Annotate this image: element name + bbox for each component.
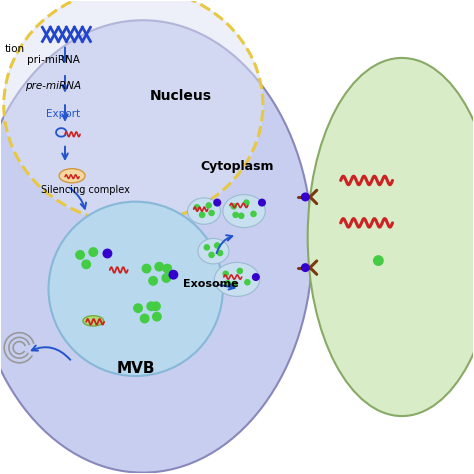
Ellipse shape [214, 263, 260, 296]
Circle shape [152, 302, 160, 310]
Circle shape [244, 200, 249, 205]
Ellipse shape [308, 58, 474, 416]
Circle shape [301, 193, 309, 201]
Circle shape [149, 277, 157, 285]
Text: Silencing complex: Silencing complex [41, 185, 130, 195]
Circle shape [232, 282, 237, 287]
Text: pri-miRNA: pri-miRNA [27, 55, 80, 65]
Ellipse shape [83, 316, 104, 326]
Circle shape [142, 264, 151, 273]
Circle shape [301, 264, 309, 272]
Circle shape [48, 201, 223, 376]
Circle shape [194, 205, 200, 210]
Circle shape [223, 271, 228, 276]
Circle shape [153, 312, 161, 321]
Text: MVB: MVB [117, 362, 155, 376]
Circle shape [147, 302, 155, 310]
Text: Cytoplasm: Cytoplasm [200, 160, 274, 173]
Circle shape [233, 212, 238, 218]
Circle shape [155, 263, 164, 271]
Circle shape [103, 249, 112, 258]
Text: Export: Export [46, 109, 80, 118]
Ellipse shape [59, 169, 85, 183]
Text: Nucleus: Nucleus [149, 89, 211, 103]
Circle shape [206, 203, 211, 208]
Ellipse shape [188, 198, 220, 224]
Text: tion: tion [5, 44, 25, 54]
Circle shape [140, 314, 149, 323]
Circle shape [163, 264, 172, 273]
Circle shape [231, 204, 237, 209]
Circle shape [237, 268, 242, 273]
Ellipse shape [198, 238, 229, 264]
Circle shape [204, 245, 210, 250]
Circle shape [200, 212, 205, 218]
Circle shape [162, 274, 171, 282]
Circle shape [209, 210, 214, 216]
Text: pre-miRNA: pre-miRNA [25, 81, 81, 91]
Circle shape [374, 256, 383, 265]
Circle shape [238, 213, 244, 219]
Ellipse shape [223, 195, 265, 228]
Circle shape [89, 248, 98, 256]
Circle shape [225, 281, 230, 286]
Circle shape [82, 260, 91, 269]
Circle shape [209, 252, 214, 257]
Circle shape [134, 304, 142, 312]
Text: Exosome: Exosome [183, 279, 239, 289]
Circle shape [259, 199, 265, 206]
Circle shape [169, 271, 178, 279]
Circle shape [214, 199, 220, 206]
Ellipse shape [4, 0, 263, 223]
Ellipse shape [0, 20, 312, 473]
Circle shape [253, 274, 259, 280]
Circle shape [251, 211, 256, 217]
Circle shape [215, 243, 220, 248]
Circle shape [245, 280, 250, 285]
Circle shape [218, 250, 223, 255]
Circle shape [76, 251, 84, 259]
